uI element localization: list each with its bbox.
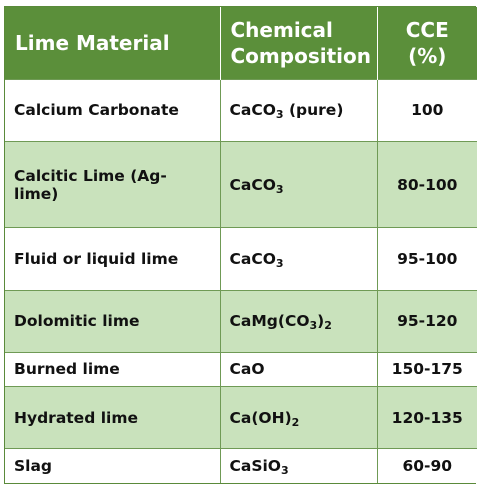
formula-subscript: 3 [275,256,284,270]
material-cell: Calcitic Lime (Ag-lime) [5,140,221,228]
material-cell: Slag [5,448,221,483]
cce-cell: 150-175 [377,351,477,387]
table-row: Slag CaSiO3 60-90 [5,448,477,483]
cce-cell: 120-135 [377,385,477,449]
cce-cell: 95-100 [377,227,477,291]
formula-text: CaSiO [229,457,282,476]
header-chemical-composition: Chemical Composition [220,7,378,79]
formula-text: CaCO [229,175,276,194]
table-row: Calcium Carbonate CaCO3 (pure) 100 [5,78,477,142]
material-cell: Dolomitic lime [5,289,221,353]
material-cell: Burned lime [5,351,221,387]
composition-cell: Ca(OH)2 [220,385,378,449]
composition-cell: CaCO3 [220,227,378,291]
formula-subscript-2: 2 [324,319,332,333]
cce-cell: 80-100 [377,140,477,228]
table-row: Hydrated lime Ca(OH)2 120-135 [5,385,477,449]
table-header-row: Lime Material Chemical Composition CCE (… [5,7,477,79]
composition-cell: CaCO3 [220,140,378,228]
formula-text: CaCO [229,249,276,268]
formula-subscript: 3 [275,108,284,122]
formula-subscript: 3 [309,319,318,333]
table-row: Burned lime CaO 150-175 [5,351,477,387]
cce-cell: 95-120 [377,289,477,353]
formula-suffix: (pure) [283,101,344,120]
composition-cell: CaO [220,351,378,387]
composition-cell: CaMg(CO3)2 [220,289,378,353]
formula-text: CaO [229,360,265,379]
formula-subscript: 2 [291,415,300,429]
lime-materials-table-container: Lime Material Chemical Composition CCE (… [4,6,477,484]
formula-subscript: 3 [281,464,289,478]
formula-suffix: ) [317,312,325,331]
material-cell: Hydrated lime [5,385,221,449]
table-row: Fluid or liquid lime CaCO3 95-100 [5,227,477,291]
composition-cell: CaSiO3 [220,448,378,483]
composition-cell: CaCO3 (pure) [220,78,378,142]
table-row: Calcitic Lime (Ag-lime) CaCO3 80-100 [5,140,477,228]
cce-cell: 60-90 [377,448,477,483]
formula-text: CaMg(CO [229,312,310,331]
table-row: Dolomitic lime CaMg(CO3)2 95-120 [5,289,477,353]
material-cell: Fluid or liquid lime [5,227,221,291]
header-cce: CCE (%) [377,7,477,79]
formula-subscript: 3 [275,182,284,196]
lime-materials-table: Lime Material Chemical Composition CCE (… [5,7,477,483]
formula-text: Ca(OH) [229,408,292,427]
header-lime-material: Lime Material [5,7,221,79]
material-cell: Calcium Carbonate [5,78,221,142]
formula-text: CaCO [229,101,276,120]
cce-cell: 100 [377,78,477,142]
